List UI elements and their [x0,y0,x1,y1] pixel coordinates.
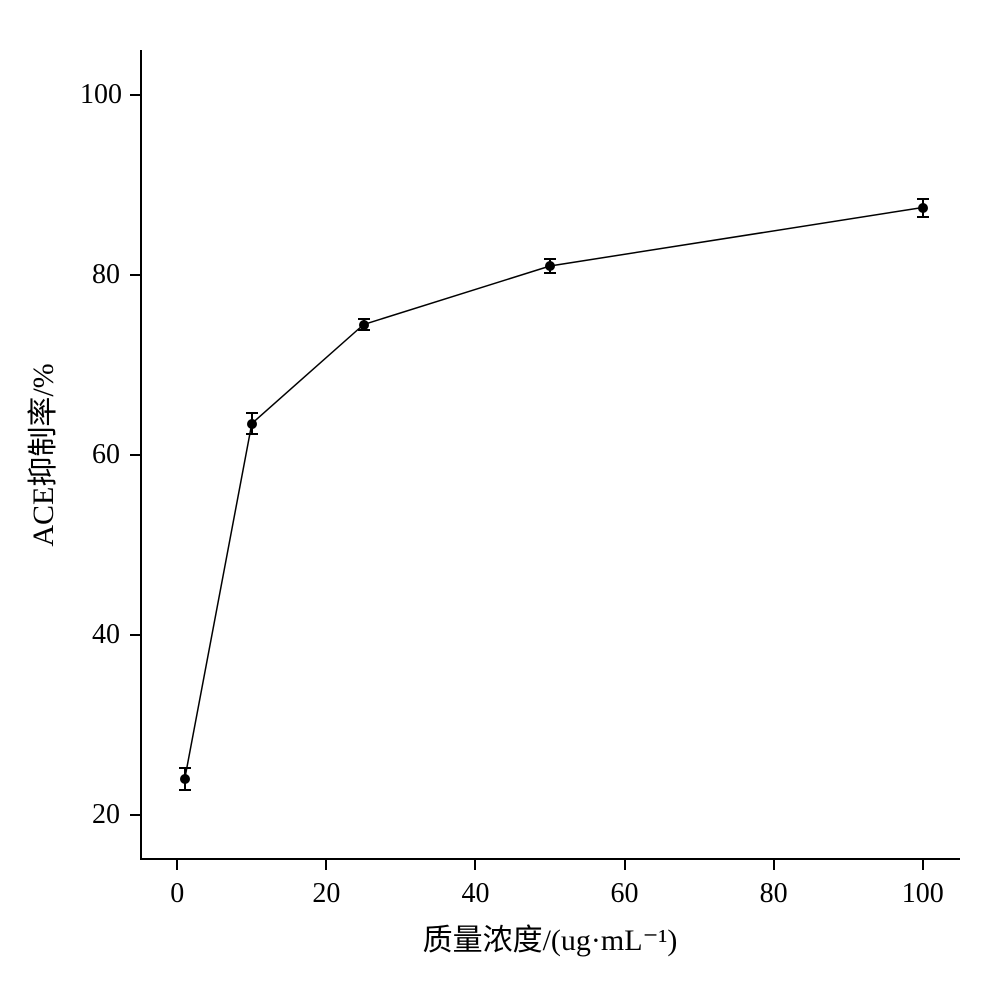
y-axis-label: ACE抑制率/% [18,363,62,546]
x-tick-label: 20 [312,878,340,910]
data-point [545,261,555,271]
x-tick-label: 60 [611,878,639,910]
error-cap [544,258,556,260]
x-tick [922,860,924,870]
x-tick-label: 40 [461,878,489,910]
y-tick-label: 100 [80,79,120,111]
error-cap [246,433,258,435]
x-tick-label: 80 [760,878,788,910]
y-tick [130,94,140,96]
x-tick-label: 100 [902,878,944,910]
y-tick [130,814,140,816]
x-tick [176,860,178,870]
error-cap [917,216,929,218]
chart-container: ACE抑制率/% 质量浓度/(ug·mL⁻¹) 0 20 40 60 80 100 20 40… [0,0,1000,996]
plot-area [140,50,960,860]
error-cap [179,767,191,769]
error-cap [917,198,929,200]
data-point [247,419,257,429]
x-tick [773,860,775,870]
y-tick [130,454,140,456]
x-tick-label: 0 [170,878,184,910]
y-tick-label: 40 [80,619,120,651]
y-tick [130,634,140,636]
error-cap [179,789,191,791]
x-tick [325,860,327,870]
y-tick-label: 60 [80,439,120,471]
y-tick-label: 80 [80,259,120,291]
error-cap [544,272,556,274]
data-point [359,320,369,330]
y-tick [130,274,140,276]
x-axis-label: 质量浓度/(ug·mL⁻¹) [423,915,678,959]
data-point [180,774,190,784]
data-point [918,203,928,213]
y-tick-label: 20 [80,799,120,831]
x-tick [624,860,626,870]
error-cap [246,412,258,414]
x-tick [474,860,476,870]
